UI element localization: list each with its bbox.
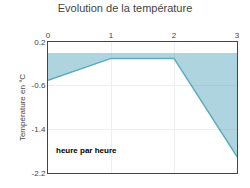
svg-text:-1.4: -1.4	[32, 125, 46, 134]
svg-text:0: 0	[46, 31, 51, 40]
svg-text:-2.2: -2.2	[32, 169, 46, 178]
svg-text:2: 2	[172, 31, 177, 40]
svg-text:1: 1	[109, 31, 114, 40]
svg-text:Température en °C: Température en °C	[18, 74, 27, 141]
svg-text:heure par heure: heure par heure	[56, 146, 117, 155]
svg-text:-0.6: -0.6	[32, 81, 46, 90]
svg-text:Evolution de la température: Evolution de la température	[58, 2, 193, 14]
svg-text:0.2: 0.2	[34, 38, 46, 47]
svg-text:3: 3	[235, 31, 240, 40]
